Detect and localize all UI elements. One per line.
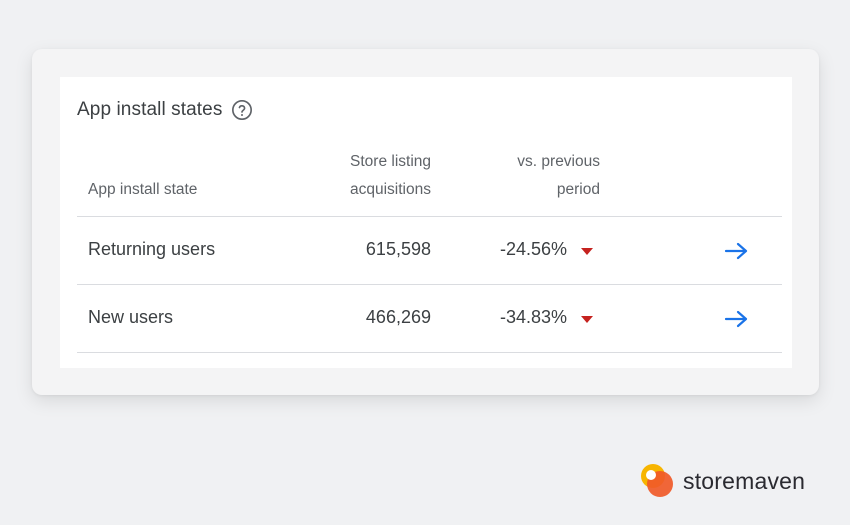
- column-header-state[interactable]: App install state: [88, 181, 198, 198]
- row-change-value: -34.83%: [499, 307, 567, 327]
- arrow-right-icon[interactable]: [724, 241, 750, 261]
- brand-watermark: storemaven: [638, 462, 805, 500]
- column-header-change-line1: vs. previous: [517, 153, 600, 170]
- card-title: App install states: [77, 99, 223, 120]
- column-header-acquisitions[interactable]: Store listing acquisitions: [350, 148, 431, 204]
- app-install-states-card: App install states App install state Sto…: [60, 77, 792, 368]
- column-header-change[interactable]: vs. previous period: [517, 148, 600, 204]
- table-header: App install state Store listing acquisit…: [77, 145, 782, 217]
- column-header-acquisitions-line1: Store listing: [350, 153, 431, 170]
- row-state-name: Returning users: [88, 239, 216, 259]
- row-state-name: New users: [88, 307, 174, 327]
- card-header: App install states: [77, 99, 253, 121]
- row-acquisitions-value: 466,269: [365, 307, 431, 327]
- storemaven-logo-icon: [641, 464, 673, 497]
- table-row[interactable]: New users 466,269 -34.83%: [77, 285, 782, 353]
- row-acquisitions-value: 615,598: [365, 239, 431, 259]
- row-change-value: -24.56%: [499, 239, 567, 259]
- trend-down-icon: [581, 316, 593, 323]
- brand-name: storemaven: [683, 467, 806, 494]
- trend-down-icon: [581, 248, 593, 255]
- column-header-change-line2: period: [556, 181, 600, 198]
- table-row[interactable]: Returning users 615,598 -24.56%: [77, 217, 782, 285]
- column-header-acquisitions-line2: acquisitions: [350, 181, 431, 198]
- arrow-right-icon[interactable]: [724, 309, 750, 329]
- help-icon[interactable]: [231, 99, 253, 121]
- install-states-table: App install state Store listing acquisit…: [77, 145, 782, 353]
